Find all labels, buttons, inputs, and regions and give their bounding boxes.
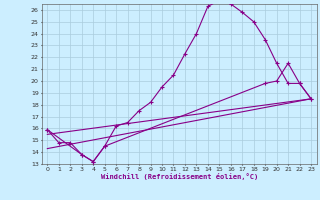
- X-axis label: Windchill (Refroidissement éolien,°C): Windchill (Refroidissement éolien,°C): [100, 173, 258, 180]
